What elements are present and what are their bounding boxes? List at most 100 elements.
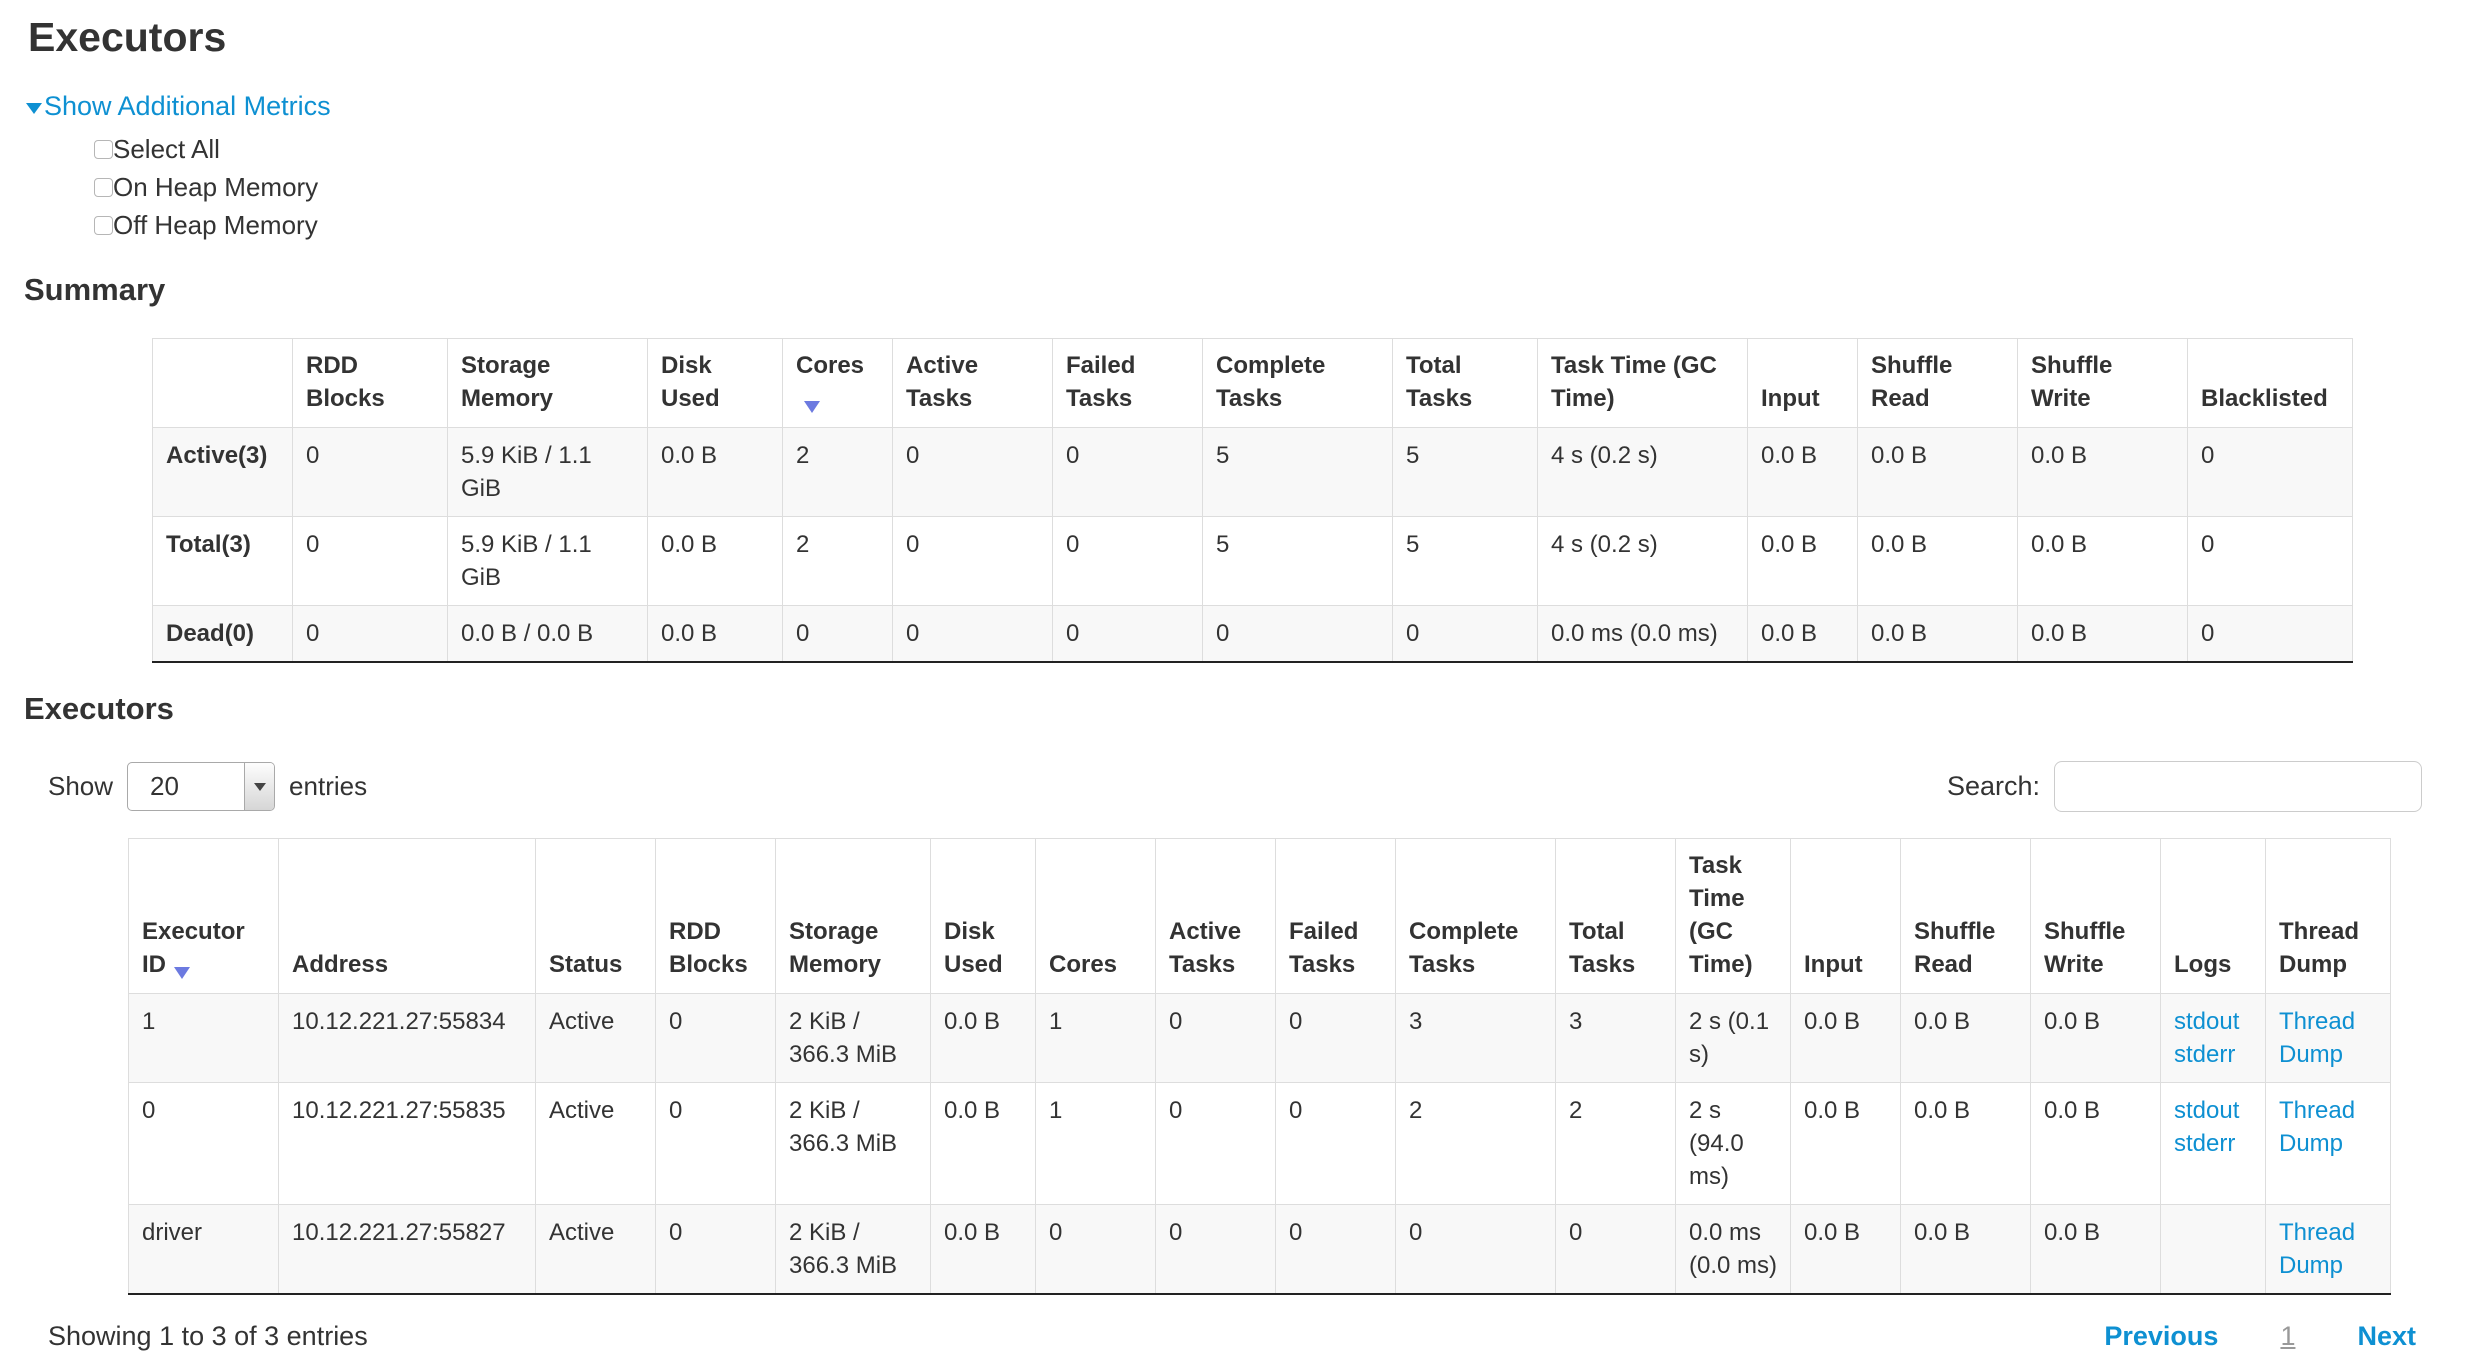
executors-col-disk-used[interactable]: Disk Used bbox=[930, 838, 1036, 994]
executor-row: driver 10.12.221.27:55827 Active 0 2 KiB… bbox=[128, 1204, 2391, 1295]
executor-address: 10.12.221.27:55827 bbox=[278, 1204, 536, 1295]
summary-col-shuffle-read[interactable]: Shuffle Read bbox=[1857, 338, 2018, 428]
summary-row-label: Dead(0) bbox=[152, 605, 293, 663]
logs-cell: stdout stderr bbox=[2160, 1082, 2266, 1205]
sort-desc-icon bbox=[174, 967, 190, 979]
summary-col-cores[interactable]: Cores bbox=[782, 338, 893, 428]
executors-heading: Executors bbox=[24, 691, 174, 726]
select-all-checkbox[interactable] bbox=[94, 139, 113, 159]
table-info: Showing 1 to 3 of 3 entries bbox=[48, 1321, 368, 1351]
executor-id: 1 bbox=[128, 993, 279, 1083]
executors-col-shuffle-write[interactable]: Shuffle Write bbox=[2030, 838, 2161, 994]
executors-col-task-time[interactable]: Task Time (GC Time) bbox=[1675, 838, 1791, 994]
previous-page-button[interactable]: Previous bbox=[2104, 1321, 2219, 1351]
summary-col-disk-used[interactable]: Disk Used bbox=[647, 338, 783, 428]
thread-dump-cell: Thread Dump bbox=[2265, 1204, 2391, 1295]
executors-col-rdd-blocks[interactable]: RDD Blocks bbox=[655, 838, 776, 994]
show-additional-metrics-toggle[interactable]: Show Additional Metrics bbox=[26, 91, 331, 122]
executors-col-storage-memory[interactable]: Storage Memory bbox=[775, 838, 931, 994]
summary-col-rdd-blocks[interactable]: RDD Blocks bbox=[292, 338, 448, 428]
next-page-button[interactable]: Next bbox=[2357, 1321, 2416, 1351]
stderr-link[interactable]: stderr bbox=[2174, 1130, 2236, 1157]
show-label: Show bbox=[48, 771, 114, 801]
summary-col-storage-memory[interactable]: Storage Memory bbox=[447, 338, 648, 428]
executors-table: Executor ID Address Status RDD Blocks St… bbox=[128, 838, 2391, 1295]
summary-col-failed-tasks[interactable]: Failed Tasks bbox=[1052, 338, 1203, 428]
executors-col-total-tasks[interactable]: Total Tasks bbox=[1555, 838, 1676, 994]
executors-col-complete-tasks[interactable]: Complete Tasks bbox=[1395, 838, 1556, 994]
summary-row-dead: Dead(0) 0 0.0 B / 0.0 B 0.0 B 0 0 0 0 0 … bbox=[152, 605, 2353, 663]
thread-dump-link[interactable]: Thread Dump bbox=[2279, 1097, 2356, 1157]
select-all-label: Select All bbox=[113, 133, 220, 164]
summary-row-label: Total(3) bbox=[152, 516, 293, 606]
page-title: Executors bbox=[28, 14, 227, 60]
executors-col-shuffle-read[interactable]: Shuffle Read bbox=[1900, 838, 2031, 994]
summary-col-input[interactable]: Input bbox=[1747, 338, 1858, 428]
executor-address: 10.12.221.27:55834 bbox=[278, 993, 536, 1083]
stdout-link[interactable]: stdout bbox=[2174, 1008, 2240, 1035]
executor-id: driver bbox=[128, 1204, 279, 1295]
summary-row-label: Active(3) bbox=[152, 427, 293, 517]
page-length-control: Show 20 entries bbox=[48, 762, 367, 811]
thread-dump-link[interactable]: Thread Dump bbox=[2279, 1219, 2356, 1279]
metrics-option-select-all: Select All bbox=[94, 130, 2466, 168]
summary-col-task-time[interactable]: Task Time (GC Time) bbox=[1537, 338, 1748, 428]
executor-address: 10.12.221.27:55835 bbox=[278, 1082, 536, 1205]
search-label: Search: bbox=[1946, 771, 2040, 801]
on-heap-memory-checkbox[interactable] bbox=[94, 177, 113, 197]
on-heap-memory-label: On Heap Memory bbox=[113, 171, 319, 202]
page-length-select[interactable]: 20 bbox=[127, 762, 276, 811]
off-heap-memory-label: Off Heap Memory bbox=[113, 209, 318, 240]
search-control: Search: bbox=[1947, 761, 2422, 812]
thread-dump-cell: Thread Dump bbox=[2265, 1082, 2391, 1205]
additional-metrics-panel: Show Additional Metrics Select All On He… bbox=[26, 91, 2466, 244]
metrics-checkbox-list: Select All On Heap Memory Off Heap Memor… bbox=[94, 130, 2466, 244]
summary-col-total-tasks[interactable]: Total Tasks bbox=[1392, 338, 1538, 428]
sort-desc-icon bbox=[804, 401, 820, 413]
logs-cell: stdout stderr bbox=[2160, 993, 2266, 1083]
page-number[interactable]: 1 bbox=[2280, 1321, 2296, 1351]
thread-dump-link[interactable]: Thread Dump bbox=[2279, 1008, 2356, 1068]
show-additional-metrics-label: Show Additional Metrics bbox=[44, 91, 331, 121]
summary-col-blank bbox=[152, 338, 293, 428]
summary-col-shuffle-write[interactable]: Shuffle Write bbox=[2017, 338, 2188, 428]
stderr-link[interactable]: stderr bbox=[2174, 1041, 2236, 1068]
executors-header-row: Executor ID Address Status RDD Blocks St… bbox=[128, 838, 2391, 994]
search-input[interactable] bbox=[2054, 761, 2422, 812]
executor-row: 0 10.12.221.27:55835 Active 0 2 KiB / 36… bbox=[128, 1082, 2391, 1205]
pagination: Previous 1 Next bbox=[2104, 1321, 2416, 1352]
stdout-link[interactable]: stdout bbox=[2174, 1097, 2240, 1124]
logs-cell bbox=[2160, 1204, 2266, 1295]
select-dropdown-icon bbox=[244, 763, 275, 810]
summary-row-total: Total(3) 0 5.9 KiB / 1.1 GiB 0.0 B 2 0 0… bbox=[152, 516, 2353, 606]
executor-status: Active bbox=[535, 993, 656, 1083]
thread-dump-cell: Thread Dump bbox=[2265, 993, 2391, 1083]
page-length-value: 20 bbox=[150, 771, 179, 801]
table-controls: Show 20 entries Search: bbox=[48, 761, 2422, 812]
executors-col-address[interactable]: Address bbox=[278, 838, 536, 994]
executor-status: Active bbox=[535, 1204, 656, 1295]
executor-row: 1 10.12.221.27:55834 Active 0 2 KiB / 36… bbox=[128, 993, 2391, 1083]
executors-col-input[interactable]: Input bbox=[1790, 838, 1901, 994]
summary-table: RDD Blocks Storage Memory Disk Used Core… bbox=[152, 338, 2353, 663]
off-heap-memory-checkbox[interactable] bbox=[94, 215, 113, 235]
caret-down-icon bbox=[26, 103, 42, 114]
executors-col-active-tasks[interactable]: Active Tasks bbox=[1155, 838, 1276, 994]
summary-col-active-tasks[interactable]: Active Tasks bbox=[892, 338, 1053, 428]
executor-id: 0 bbox=[128, 1082, 279, 1205]
summary-row-active: Active(3) 0 5.9 KiB / 1.1 GiB 0.0 B 2 0 … bbox=[152, 427, 2353, 517]
metrics-option-off-heap: Off Heap Memory bbox=[94, 206, 2466, 244]
executors-col-logs[interactable]: Logs bbox=[2160, 838, 2266, 994]
executors-col-executor-id[interactable]: Executor ID bbox=[128, 838, 279, 994]
entries-label: entries bbox=[289, 771, 368, 801]
executors-col-thread-dump[interactable]: Thread Dump bbox=[2265, 838, 2391, 994]
summary-col-complete-tasks[interactable]: Complete Tasks bbox=[1202, 338, 1393, 428]
summary-heading: Summary bbox=[24, 272, 166, 307]
executors-col-cores[interactable]: Cores bbox=[1035, 838, 1156, 994]
table-footer: Showing 1 to 3 of 3 entries Previous 1 N… bbox=[48, 1321, 2416, 1352]
executors-col-failed-tasks[interactable]: Failed Tasks bbox=[1275, 838, 1396, 994]
summary-header-row: RDD Blocks Storage Memory Disk Used Core… bbox=[152, 338, 2353, 428]
summary-col-blacklisted[interactable]: Blacklisted bbox=[2187, 338, 2353, 428]
metrics-option-on-heap: On Heap Memory bbox=[94, 168, 2466, 206]
executors-col-status[interactable]: Status bbox=[535, 838, 656, 994]
